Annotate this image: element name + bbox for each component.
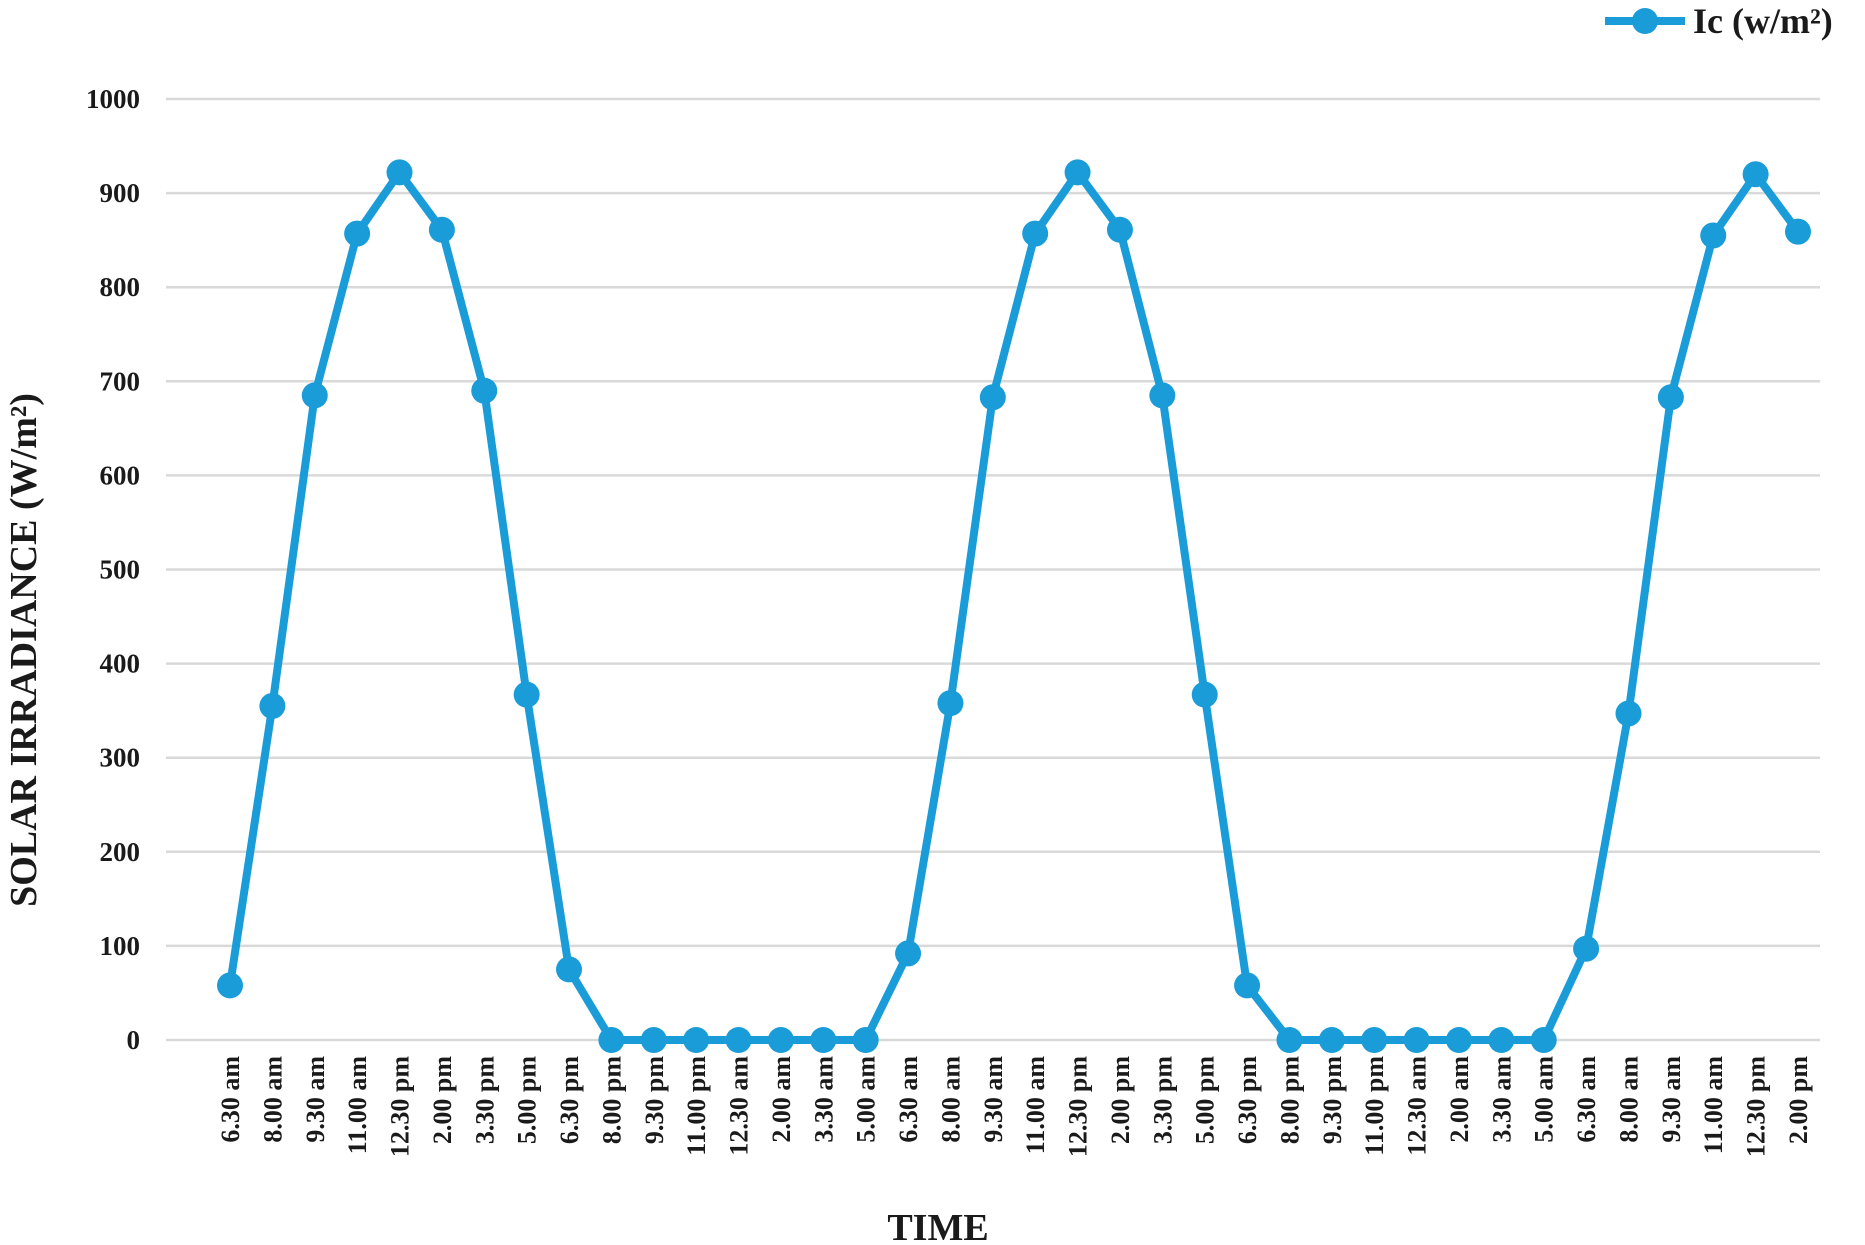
data-point [979,384,1006,411]
data-point [1742,161,1769,188]
x-tick-label: 8.00 pm [1275,1056,1304,1144]
x-tick-label: 12.30 pm [1064,1056,1093,1157]
data-point [1276,1027,1303,1053]
y-tick-label: 100 [100,931,141,961]
x-tick-label: 2.00 am [1445,1056,1474,1143]
x-tick-label: 11.00 pm [682,1056,711,1156]
x-tick-label: 11.00 pm [1360,1056,1389,1156]
y-tick-label: 700 [100,366,141,396]
data-point [725,1027,752,1053]
data-point [259,692,286,719]
x-tick-label: 3.30 am [1487,1056,1516,1143]
x-tick-label: 11.00 am [1021,1056,1050,1155]
data-point [428,216,455,243]
x-tick-label: 5.00 am [852,1056,881,1143]
data-point [513,681,540,708]
y-tick-label: 1000 [86,84,140,114]
data-point [301,382,328,409]
y-tick-label: 400 [100,649,141,679]
data-point [217,972,243,999]
x-tick-label: 2.00 pm [1784,1056,1813,1144]
data-point [852,1027,879,1053]
data-point [344,220,371,247]
y-tick-label: 600 [100,460,141,490]
data-point [810,1027,837,1053]
x-tick-label: 5.00 pm [513,1056,542,1144]
x-tick-label: 3.30 pm [470,1056,499,1144]
x-axis-label: TIME [887,1207,988,1245]
data-point [895,940,922,967]
x-tick-label: 9.30 am [301,1056,330,1143]
y-tick-label: 800 [100,272,141,302]
x-tick-label: 11.00 am [343,1056,372,1155]
data-point [1234,972,1261,999]
data-point [1657,384,1684,411]
x-tick-label: 6.30 pm [555,1056,584,1144]
x-tick-label: 12.30 pm [1742,1056,1771,1157]
data-point [386,159,413,186]
x-tick-label: 2.00 pm [1106,1056,1135,1144]
data-point [1700,222,1727,249]
data-point [1488,1027,1515,1053]
legend-marker [1632,8,1658,34]
x-tick-label: 9.30 pm [640,1056,669,1144]
x-tick-label: 3.30 am [809,1056,838,1143]
x-tick-label: 8.00 pm [597,1056,626,1144]
x-tick-label: 6.30 am [894,1056,923,1143]
data-point [640,1027,667,1053]
x-tick-label: 6.30 am [1572,1056,1601,1143]
x-tick-label: 2.00 am [767,1056,796,1143]
data-point [1022,220,1049,247]
data-point [471,377,498,404]
x-tick-label: 12.30 am [1403,1056,1432,1156]
data-point [1403,1027,1430,1053]
data-point [1615,700,1642,727]
x-tick-label: 12.30 pm [386,1056,415,1157]
data-point [1064,159,1091,186]
data-point [1106,216,1133,243]
y-tick-label: 900 [100,178,141,208]
y-tick-label: 0 [127,1025,141,1055]
x-tick-label: 3.30 pm [1148,1056,1177,1144]
data-point [1785,218,1811,245]
x-tick-label: 11.00 am [1699,1056,1728,1155]
series-line [226,168,1802,1044]
data-point [1191,681,1218,708]
x-tick-label: 9.30 am [1657,1056,1686,1143]
x-tick-label: 9.30 pm [1318,1056,1347,1144]
data-point [1445,1027,1472,1053]
y-axis-label: SOLAR IRRADIANCE (W/m²) [3,393,45,907]
x-tick-label: 8.00 am [258,1056,287,1143]
data-point [1149,382,1176,409]
x-tick-label: 9.30 am [979,1056,1008,1143]
data-point [767,1027,794,1053]
data-point [556,956,583,983]
x-tick-label: 6.30 pm [1233,1056,1262,1144]
y-tick-label: 200 [100,837,141,867]
x-tick-label: 8.00 am [936,1056,965,1143]
x-tick-label: 8.00 am [1614,1056,1643,1143]
data-point [937,690,964,717]
y-tick-label: 500 [100,555,141,585]
data-point [598,1027,625,1053]
x-tick-label: 12.30 am [725,1056,754,1156]
x-tick-label: 2.00 pm [428,1056,457,1144]
data-point [1530,1027,1557,1053]
x-tick-label: 5.00 pm [1191,1056,1220,1144]
legend-label: Ic (w/m²) [1693,1,1833,41]
data-point [1318,1027,1345,1053]
data-point [683,1027,710,1053]
x-tick-label: 5.00 am [1530,1056,1559,1143]
data-point [1573,935,1600,962]
data-point [1361,1027,1388,1053]
x-tick-label: 6.30 am [216,1056,245,1143]
y-tick-label: 300 [100,743,141,773]
